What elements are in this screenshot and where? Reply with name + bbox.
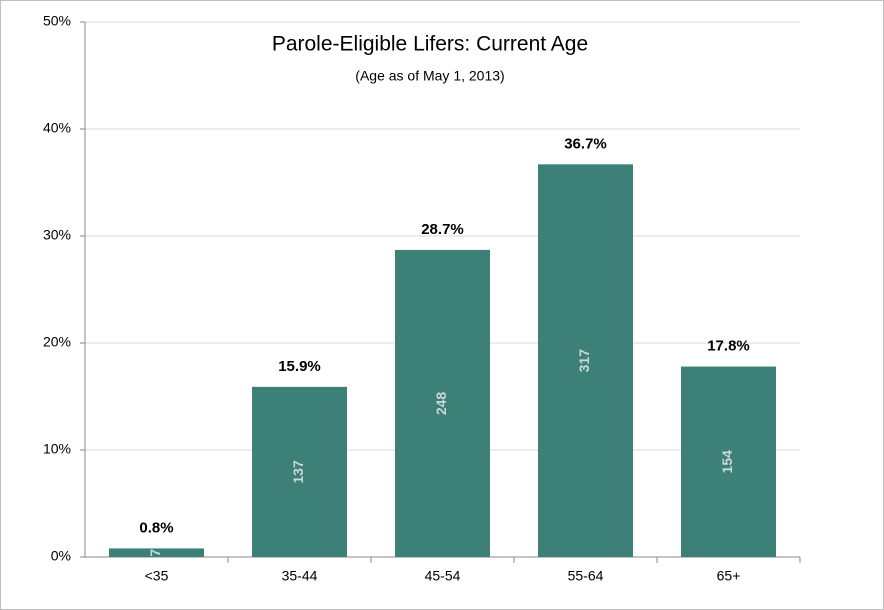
value-label: 15.9% (278, 358, 321, 375)
value-label: 17.8% (707, 338, 750, 355)
count-label: 7 (147, 549, 163, 557)
y-tick-label: 10% (43, 441, 71, 457)
y-tick-label: 40% (43, 120, 71, 136)
count-label: 317 (576, 349, 592, 373)
bar (681, 366, 776, 557)
value-label: 0.8% (139, 519, 173, 536)
count-label: 248 (433, 392, 449, 416)
y-tick-label: 20% (43, 334, 71, 350)
x-tick-label: <35 (145, 568, 169, 584)
y-tick-label: 30% (43, 227, 71, 243)
x-tick-label: 65+ (717, 568, 741, 584)
bar (538, 164, 633, 557)
bar (109, 548, 204, 557)
y-tick-label: 0% (51, 548, 71, 564)
chart-title: Parole-Eligible Lifers: Current Age (272, 33, 588, 56)
value-label: 36.7% (564, 135, 607, 152)
x-tick-label: 55-64 (568, 568, 604, 584)
bar (252, 386, 347, 557)
x-tick-label: 35-44 (282, 568, 318, 584)
value-label: 28.7% (421, 221, 464, 238)
chart-subtitle: (Age as of May 1, 2013) (355, 68, 504, 84)
bar (395, 249, 490, 557)
y-tick-label: 50% (43, 13, 71, 29)
count-label: 154 (719, 450, 735, 474)
x-tick-label: 45-54 (425, 568, 461, 584)
count-label: 137 (290, 460, 306, 484)
